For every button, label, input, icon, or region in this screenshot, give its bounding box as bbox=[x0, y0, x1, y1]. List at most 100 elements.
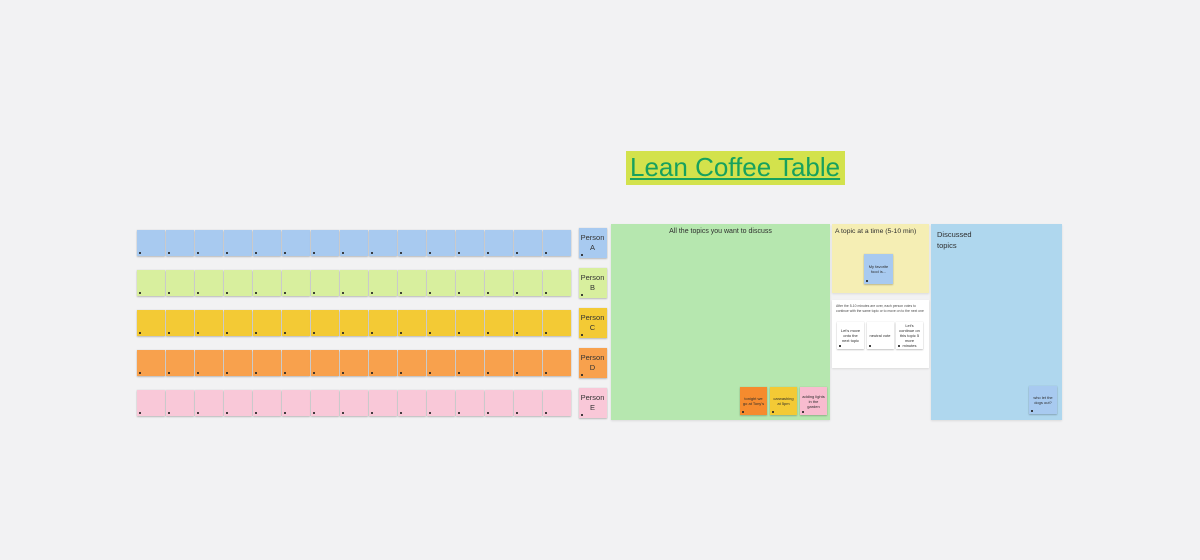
blank-sticky[interactable] bbox=[398, 270, 426, 296]
blank-sticky[interactable] bbox=[398, 390, 426, 416]
blank-sticky[interactable] bbox=[514, 230, 542, 256]
blank-sticky[interactable] bbox=[340, 390, 368, 416]
blank-sticky[interactable] bbox=[340, 310, 368, 336]
blank-sticky[interactable] bbox=[195, 270, 223, 296]
blank-sticky[interactable] bbox=[137, 390, 165, 416]
person-label-sticky[interactable]: Person C bbox=[578, 308, 607, 338]
blank-sticky[interactable] bbox=[514, 390, 542, 416]
blank-sticky[interactable] bbox=[427, 390, 455, 416]
blank-sticky[interactable] bbox=[543, 310, 571, 336]
frame-all-topics[interactable]: All the topics you want to discuss tonig… bbox=[611, 224, 830, 420]
blank-sticky[interactable] bbox=[282, 270, 310, 296]
blank-sticky[interactable] bbox=[485, 310, 513, 336]
person-name-text: Person bbox=[580, 233, 605, 243]
blank-sticky[interactable] bbox=[543, 390, 571, 416]
frame-discussed-topics[interactable]: Discussed topics who let the dogs out? bbox=[931, 224, 1062, 420]
blank-sticky[interactable] bbox=[456, 310, 484, 336]
blank-sticky[interactable] bbox=[282, 390, 310, 416]
blank-sticky[interactable] bbox=[311, 310, 339, 336]
blank-sticky[interactable] bbox=[456, 350, 484, 376]
blank-sticky[interactable] bbox=[369, 230, 397, 256]
blank-sticky[interactable] bbox=[485, 390, 513, 416]
topic-sticky[interactable]: tonight we go at Tony's bbox=[740, 387, 767, 415]
frame-discussed-topics-label: Discussed topics bbox=[937, 230, 972, 251]
board-title[interactable]: Lean Coffee Table bbox=[626, 151, 846, 185]
blank-sticky[interactable] bbox=[398, 350, 426, 376]
person-label-sticky[interactable]: Person E bbox=[578, 388, 607, 418]
blank-sticky[interactable] bbox=[166, 310, 194, 336]
blank-sticky[interactable] bbox=[514, 350, 542, 376]
person-letter-text: B bbox=[589, 283, 595, 292]
person-label-sticky[interactable]: Person D bbox=[578, 348, 607, 378]
frame-voting[interactable]: After the 5-10 minutes are over, each pe… bbox=[832, 300, 929, 368]
person-label-sticky[interactable]: Person B bbox=[578, 268, 607, 298]
blank-sticky[interactable] bbox=[137, 270, 165, 296]
blank-sticky[interactable] bbox=[369, 310, 397, 336]
blank-sticky[interactable] bbox=[456, 230, 484, 256]
blank-sticky[interactable] bbox=[311, 350, 339, 376]
topic-sticky[interactable]: adding lights in the garden bbox=[800, 387, 827, 415]
sticky-note-text: Let's continue on this topic 5 more minu… bbox=[899, 323, 920, 348]
blank-sticky[interactable] bbox=[369, 270, 397, 296]
blank-sticky[interactable] bbox=[224, 230, 252, 256]
blank-sticky[interactable] bbox=[195, 350, 223, 376]
blank-sticky[interactable] bbox=[166, 350, 194, 376]
discussed-sticky-group: who let the dogs out? bbox=[1029, 386, 1057, 414]
blank-sticky[interactable] bbox=[456, 270, 484, 296]
blank-sticky[interactable] bbox=[166, 230, 194, 256]
blank-sticky[interactable] bbox=[340, 270, 368, 296]
blank-sticky[interactable] bbox=[137, 350, 165, 376]
blank-sticky[interactable] bbox=[311, 390, 339, 416]
blank-sticky[interactable] bbox=[195, 310, 223, 336]
blank-sticky[interactable] bbox=[253, 230, 281, 256]
blank-sticky[interactable] bbox=[282, 310, 310, 336]
blank-sticky[interactable] bbox=[398, 310, 426, 336]
blank-sticky[interactable] bbox=[485, 270, 513, 296]
topic-sticky[interactable]: My favorite food is... bbox=[864, 254, 893, 284]
topic-sticky[interactable]: neutral vote bbox=[866, 322, 894, 349]
blank-sticky[interactable] bbox=[282, 230, 310, 256]
person-label-sticky[interactable]: Person A bbox=[578, 228, 607, 258]
blank-sticky[interactable] bbox=[311, 230, 339, 256]
topic-sticky[interactable]: who let the dogs out? bbox=[1029, 386, 1057, 414]
blank-sticky[interactable] bbox=[427, 230, 455, 256]
topic-sticky[interactable]: Let's continue on this topic 5 more minu… bbox=[896, 322, 923, 349]
blank-sticky[interactable] bbox=[427, 310, 455, 336]
blank-sticky[interactable] bbox=[543, 270, 571, 296]
blank-sticky[interactable] bbox=[427, 350, 455, 376]
blank-sticky[interactable] bbox=[543, 350, 571, 376]
person-letter-text: D bbox=[589, 363, 596, 372]
blank-sticky[interactable] bbox=[253, 270, 281, 296]
frame-current-topic[interactable]: A topic at a time (5-10 min) My favorite… bbox=[832, 224, 929, 293]
blank-sticky[interactable] bbox=[543, 230, 571, 256]
blank-sticky[interactable] bbox=[282, 350, 310, 376]
sticky-row-person-c: Person C bbox=[137, 308, 607, 338]
blank-sticky[interactable] bbox=[456, 390, 484, 416]
blank-sticky[interactable] bbox=[340, 230, 368, 256]
blank-sticky[interactable] bbox=[311, 270, 339, 296]
blank-sticky[interactable] bbox=[398, 230, 426, 256]
blank-sticky[interactable] bbox=[369, 390, 397, 416]
blank-sticky[interactable] bbox=[195, 390, 223, 416]
blank-sticky[interactable] bbox=[485, 350, 513, 376]
blank-sticky[interactable] bbox=[224, 390, 252, 416]
blank-sticky[interactable] bbox=[514, 310, 542, 336]
blank-sticky[interactable] bbox=[253, 390, 281, 416]
blank-sticky[interactable] bbox=[224, 310, 252, 336]
blank-sticky[interactable] bbox=[166, 390, 194, 416]
blank-sticky[interactable] bbox=[137, 230, 165, 256]
blank-sticky[interactable] bbox=[224, 270, 252, 296]
topic-sticky[interactable]: carwashing at 5pm bbox=[770, 387, 797, 415]
blank-sticky[interactable] bbox=[224, 350, 252, 376]
blank-sticky[interactable] bbox=[253, 350, 281, 376]
blank-sticky[interactable] bbox=[369, 350, 397, 376]
blank-sticky[interactable] bbox=[137, 310, 165, 336]
blank-sticky[interactable] bbox=[166, 270, 194, 296]
blank-sticky[interactable] bbox=[485, 230, 513, 256]
blank-sticky[interactable] bbox=[253, 310, 281, 336]
blank-sticky[interactable] bbox=[427, 270, 455, 296]
blank-sticky[interactable] bbox=[340, 350, 368, 376]
blank-sticky[interactable] bbox=[514, 270, 542, 296]
blank-sticky[interactable] bbox=[195, 230, 223, 256]
topic-sticky[interactable]: Let's move onto the next topic bbox=[837, 322, 864, 349]
